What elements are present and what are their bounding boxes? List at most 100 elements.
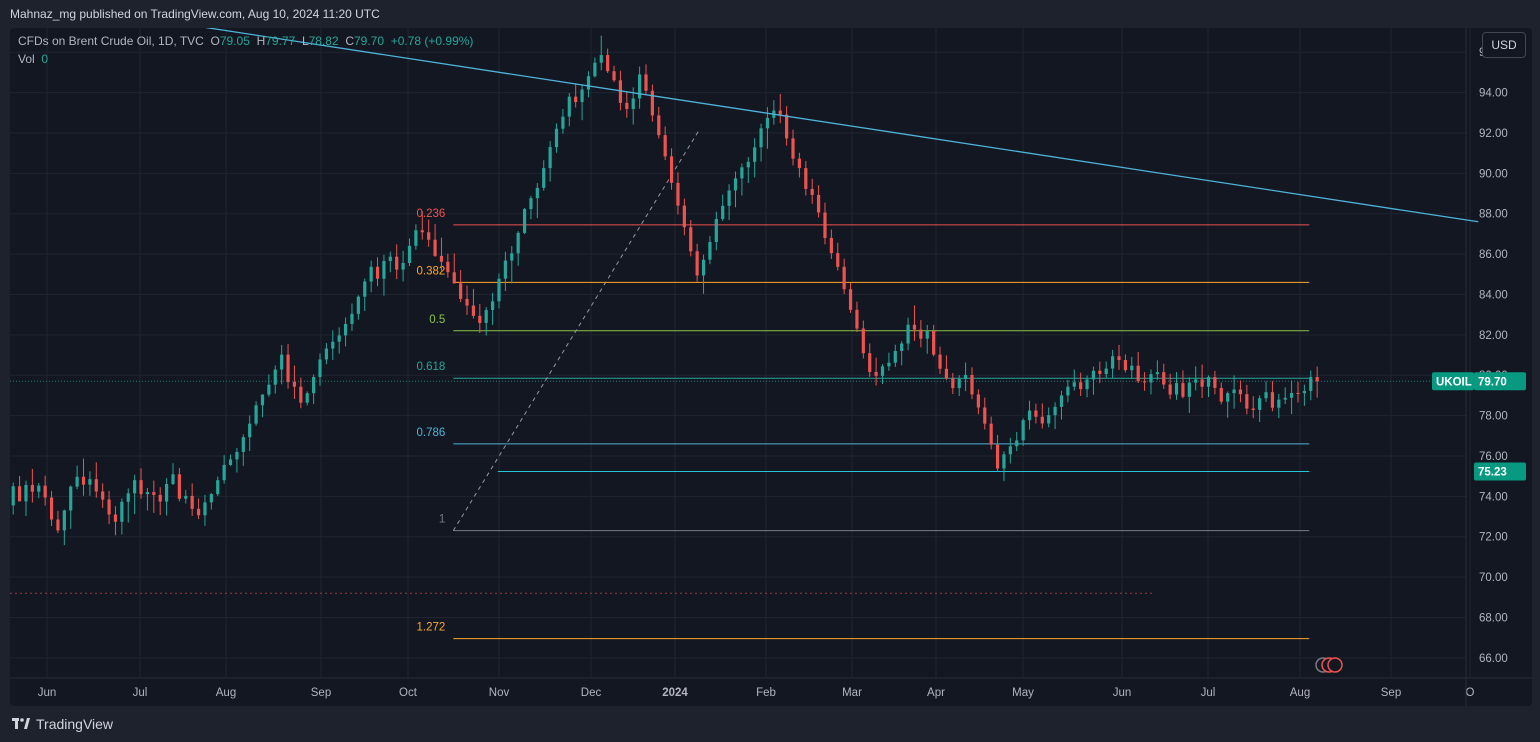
candle-body: [1238, 389, 1243, 395]
candle-body: [586, 76, 591, 90]
candle-body: [299, 386, 303, 403]
y-tick-label: 70.00: [1479, 572, 1508, 584]
candle-body: [382, 260, 386, 279]
candle-body: [254, 405, 258, 424]
candle-body: [1021, 420, 1025, 441]
candle-body: [1283, 397, 1287, 400]
candle-body: [919, 329, 923, 339]
candle-body: [369, 266, 373, 282]
candle-body: [318, 359, 322, 378]
x-tick-label: May: [1012, 687, 1034, 699]
fib-level-label: 0.618: [417, 361, 446, 373]
candle-body: [1123, 360, 1128, 371]
price-tag-bg: [1474, 372, 1526, 391]
candle-body: [439, 255, 444, 262]
chart-pane[interactable]: 96.0094.0092.0090.0088.0086.0084.0082.00…: [10, 28, 1532, 706]
candle-body: [810, 188, 814, 195]
y-tick-label: 94.00: [1479, 88, 1508, 100]
volume-legend[interactable]: Vol 0: [18, 52, 48, 66]
price-chart[interactable]: 96.0094.0092.0090.0088.0086.0084.0082.00…: [10, 28, 1532, 706]
candle-body: [874, 371, 878, 376]
candle-body: [420, 230, 424, 233]
candle-body: [280, 354, 284, 370]
candle-body: [548, 147, 552, 169]
candle-body: [113, 514, 118, 522]
candle-body: [606, 55, 610, 72]
candle-body: [1226, 393, 1230, 402]
candle-body: [887, 362, 891, 367]
candle-body: [612, 71, 616, 81]
tradingview-logo-icon: [12, 718, 30, 729]
candle-body: [69, 486, 73, 511]
candle-body: [75, 476, 79, 487]
candle-body: [746, 161, 750, 168]
low-value: 78.82: [308, 34, 339, 48]
candle-body: [574, 96, 578, 103]
candle-body: [964, 375, 968, 380]
candle-body: [471, 305, 476, 316]
candle-body: [567, 96, 571, 117]
candle-body: [375, 266, 380, 279]
candle-body: [983, 407, 987, 424]
candle-body: [171, 474, 175, 485]
y-tick-label: 78.00: [1479, 411, 1508, 423]
candle-body: [407, 245, 412, 263]
candle-body: [446, 261, 450, 273]
fib-level-label: 1.272: [417, 622, 446, 634]
candle-body: [484, 310, 488, 323]
candle-body: [1053, 406, 1057, 416]
candle-body: [676, 182, 680, 206]
candle-body: [1008, 446, 1012, 455]
candle-body: [957, 379, 961, 389]
trendline: [204, 28, 1479, 223]
candle-body: [331, 341, 335, 349]
currency-button[interactable]: USD: [1482, 32, 1526, 58]
candle-body: [241, 437, 245, 452]
symbol-name: CFDs on Brent Crude Oil, 1D, TVC: [18, 34, 204, 48]
candle-body: [24, 485, 28, 502]
x-tick-label: Aug: [1290, 687, 1310, 699]
candle-body: [88, 479, 92, 485]
candle-body: [452, 272, 456, 284]
x-tick-label: 2024: [662, 687, 688, 699]
candle-body: [1213, 377, 1217, 388]
candle-body: [1270, 392, 1275, 408]
candle-body: [906, 324, 910, 344]
change-value: +0.78 (+0.99%): [390, 34, 474, 48]
candle-body: [989, 423, 993, 445]
candle-body: [312, 377, 316, 394]
candle-body: [765, 117, 770, 129]
candle-body: [350, 313, 354, 324]
candle-body: [599, 55, 603, 63]
publisher-text: Mahnaz_mg published on TradingView.com, …: [10, 7, 380, 21]
candle-body: [753, 147, 757, 162]
candle-body: [593, 62, 597, 77]
event-flag-icon: [1327, 657, 1343, 673]
fib-diagonal-line: [452, 130, 700, 531]
candle-body: [1309, 377, 1313, 391]
candle-body: [1002, 454, 1006, 469]
fib-level-label: 0.5: [429, 314, 445, 326]
candle-body: [56, 519, 60, 531]
symbol-legend[interactable]: CFDs on Brent Crude Oil, 1D, TVC O79.05 …: [18, 34, 473, 48]
x-tick-label: Feb: [756, 687, 776, 699]
low-label: L: [301, 34, 309, 48]
candle-body: [778, 110, 782, 115]
candle-body: [209, 494, 213, 503]
candle-body: [363, 281, 367, 297]
candle-body: [529, 198, 533, 210]
candle-body: [1111, 356, 1115, 369]
candle-body: [759, 128, 763, 148]
candle-body: [797, 158, 802, 169]
candle-body: [944, 368, 949, 379]
candle-body: [1079, 382, 1083, 390]
candle-body: [133, 480, 137, 494]
candle-body: [165, 484, 169, 502]
candle-body: [561, 116, 565, 129]
candle-body: [868, 353, 872, 372]
candle-body: [1168, 384, 1172, 395]
candle-body: [203, 502, 207, 516]
tradingview-logo[interactable]: TradingView: [12, 716, 113, 732]
candle-body: [1258, 398, 1262, 410]
y-tick-label: 66.00: [1479, 653, 1508, 665]
